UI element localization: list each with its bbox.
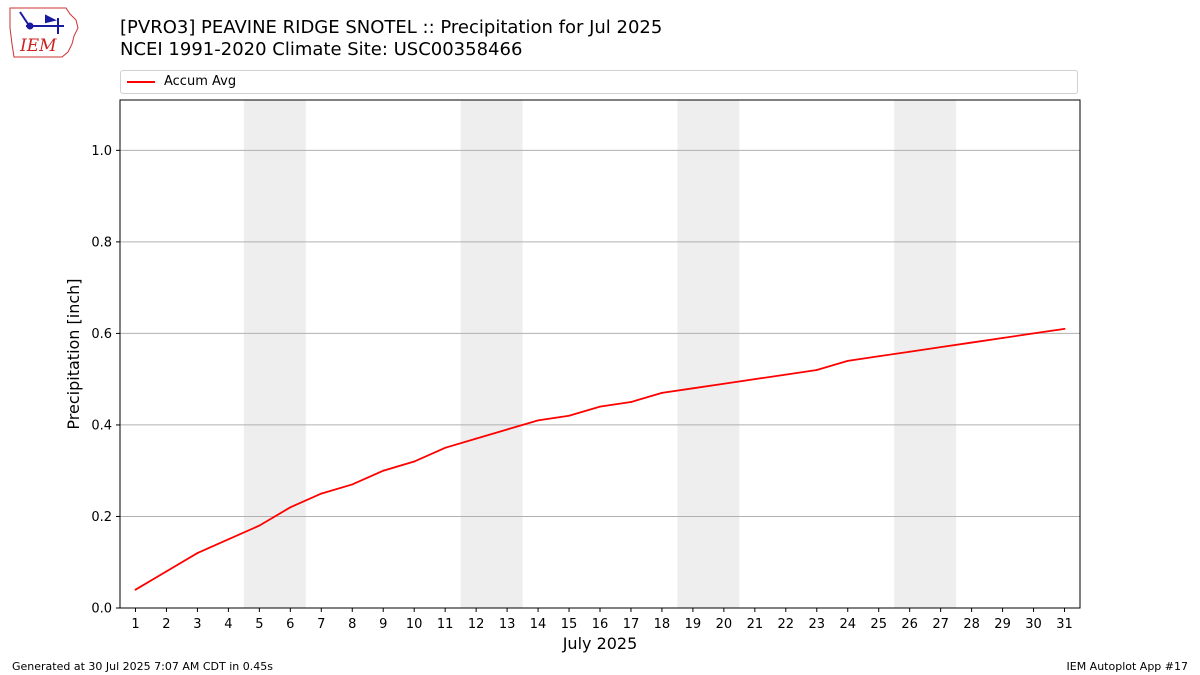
data-point bbox=[753, 378, 756, 381]
x-tick-label: 4 bbox=[224, 617, 232, 632]
data-point bbox=[134, 588, 137, 591]
x-tick-label: 29 bbox=[994, 617, 1011, 632]
weekend-band bbox=[243, 100, 306, 608]
x-tick-label: 15 bbox=[561, 617, 578, 632]
x-tick-label: 20 bbox=[716, 617, 733, 632]
x-tick-label: 31 bbox=[1056, 617, 1073, 632]
x-tick-label: 24 bbox=[839, 617, 856, 632]
chart-title: [PVRO3] PEAVINE RIDGE SNOTEL :: Precipit… bbox=[120, 17, 663, 38]
x-tick-label: 10 bbox=[406, 617, 423, 632]
data-point bbox=[475, 437, 478, 440]
x-tick-label: 26 bbox=[901, 617, 918, 632]
x-tick-label: 7 bbox=[317, 617, 325, 632]
x-tick-label: 22 bbox=[778, 617, 795, 632]
data-point bbox=[877, 355, 880, 358]
y-tick-label: 0.6 bbox=[91, 327, 112, 342]
x-tick-label: 17 bbox=[623, 617, 640, 632]
x-tick-label: 3 bbox=[193, 617, 201, 632]
data-point bbox=[1032, 332, 1035, 335]
data-point bbox=[815, 369, 818, 371]
x-tick-label: 6 bbox=[286, 617, 294, 632]
data-point bbox=[722, 382, 725, 385]
legend-swatch-accum-avg bbox=[127, 81, 155, 83]
data-point bbox=[320, 492, 323, 495]
data-point bbox=[970, 341, 973, 344]
x-tick-label: 18 bbox=[654, 617, 671, 632]
data-point bbox=[289, 506, 292, 509]
data-point bbox=[444, 446, 447, 449]
data-point bbox=[908, 350, 911, 353]
y-axis-label: Precipitation [inch] bbox=[64, 278, 83, 429]
y-tick-label: 1.0 bbox=[91, 144, 112, 159]
data-point bbox=[537, 419, 539, 422]
x-tick-label: 21 bbox=[747, 617, 764, 632]
data-point bbox=[568, 414, 570, 417]
x-tick-label: 16 bbox=[592, 617, 609, 632]
data-point bbox=[939, 346, 942, 349]
chart-subtitle: NCEI 1991-2020 Climate Site: USC00358466 bbox=[120, 39, 523, 60]
legend: Accum Avg bbox=[120, 70, 1078, 94]
y-tick-label: 0.0 bbox=[91, 602, 112, 617]
data-point bbox=[506, 428, 508, 431]
data-point bbox=[692, 387, 694, 390]
data-point bbox=[382, 469, 385, 472]
x-tick-label: 11 bbox=[437, 617, 454, 632]
data-point bbox=[599, 405, 601, 408]
x-tick-label: 8 bbox=[348, 617, 356, 632]
x-tick-label: 1 bbox=[131, 617, 139, 632]
data-point bbox=[1001, 337, 1004, 339]
data-point bbox=[165, 570, 168, 573]
x-tick-label: 28 bbox=[963, 617, 980, 632]
data-point bbox=[661, 392, 663, 394]
data-point bbox=[227, 538, 230, 541]
x-tick-label: 30 bbox=[1025, 617, 1042, 632]
x-axis-label: July 2025 bbox=[562, 634, 638, 653]
app-label: IEM Autoplot App #17 bbox=[1066, 660, 1189, 673]
legend-label-accum-avg: Accum Avg bbox=[164, 74, 237, 89]
x-tick-label: 9 bbox=[379, 617, 387, 632]
logo-text: IEM bbox=[19, 36, 57, 56]
data-point bbox=[351, 483, 354, 486]
y-tick-label: 0.2 bbox=[91, 510, 112, 525]
data-point bbox=[196, 552, 199, 554]
x-tick-label: 23 bbox=[809, 617, 826, 632]
data-point bbox=[630, 401, 632, 403]
data-point bbox=[258, 524, 261, 527]
y-tick-label: 0.4 bbox=[91, 418, 112, 433]
weekend-band bbox=[894, 100, 957, 608]
generated-timestamp: Generated at 30 Jul 2025 7:07 AM CDT in … bbox=[12, 660, 273, 673]
iowa-outline-icon bbox=[9, 7, 79, 58]
x-tick-label: 14 bbox=[530, 617, 547, 632]
y-tick-label: 0.8 bbox=[91, 235, 112, 250]
data-point bbox=[413, 460, 416, 463]
plot-frame bbox=[119, 99, 1081, 609]
x-tick-label: 5 bbox=[255, 617, 263, 632]
iem-logo: IEM bbox=[9, 7, 79, 58]
x-tick-label: 13 bbox=[499, 617, 516, 632]
data-point bbox=[846, 359, 849, 362]
x-tick-label: 2 bbox=[162, 617, 170, 632]
x-tick-label: 19 bbox=[685, 617, 702, 632]
weekend-band bbox=[677, 100, 740, 608]
data-point bbox=[784, 373, 787, 376]
x-tick-label: 12 bbox=[468, 617, 485, 632]
x-tick-label: 27 bbox=[932, 617, 949, 632]
data-point bbox=[1063, 327, 1066, 330]
weekend-band bbox=[460, 100, 523, 608]
x-tick-label: 25 bbox=[870, 617, 887, 632]
weather-station-icon bbox=[19, 11, 64, 34]
